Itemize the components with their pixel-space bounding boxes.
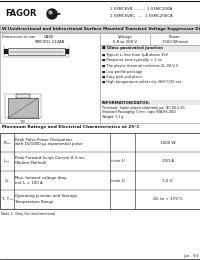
Text: INFORMATION/DATOS:: INFORMATION/DATOS: xyxy=(102,101,151,105)
Text: Jun - 93: Jun - 93 xyxy=(183,254,198,258)
Text: (note 1): (note 1) xyxy=(111,179,125,183)
Bar xyxy=(0,133,200,209)
Text: Operating Junction and Storage: Operating Junction and Storage xyxy=(15,194,77,198)
Bar xyxy=(0,33,200,123)
Text: 1500 W: 1500 W xyxy=(160,140,175,145)
Bar xyxy=(4,49,8,54)
Text: Iₚₚₖ: Iₚₚₖ xyxy=(4,159,10,164)
Text: 1.5SMC6V8C  ....  1.5SMC200CA: 1.5SMC6V8C .... 1.5SMC200CA xyxy=(110,14,173,18)
Text: 7.00: 7.00 xyxy=(20,120,26,124)
Text: ■ Response time typically < 1 ns: ■ Response time typically < 1 ns xyxy=(102,58,162,62)
Text: mit Iₑ = 100 A: mit Iₑ = 100 A xyxy=(15,180,43,185)
Text: ■ High temperature solder dip 260°C/10 sec.: ■ High temperature solder dip 260°C/10 s… xyxy=(102,81,183,84)
Text: Maximum Ratings and Electrical Characteristics at 25°C: Maximum Ratings and Electrical Character… xyxy=(2,125,140,129)
Text: -65 to + 175°C: -65 to + 175°C xyxy=(152,198,183,202)
Text: Pₚₚₖ: Pₚₚₖ xyxy=(3,140,11,145)
Text: Vₑ: Vₑ xyxy=(5,179,9,183)
Text: Temperature Range: Temperature Range xyxy=(15,199,53,204)
Text: Tⱼ, Tₛₜₛ: Tⱼ, Tₛₜₛ xyxy=(1,198,13,202)
Text: Terminals: Solder plated solderable per IEC 68-2-20: Terminals: Solder plated solderable per … xyxy=(102,106,185,110)
Text: ■ Low profile package: ■ Low profile package xyxy=(102,69,142,74)
Text: Note 1: Only for Unidirectional: Note 1: Only for Unidirectional xyxy=(1,212,55,216)
Text: ■ Typical Iₘ less than 1μA above 10V: ■ Typical Iₘ less than 1μA above 10V xyxy=(102,53,168,57)
Text: Voltage
6.8 to 200 V: Voltage 6.8 to 200 V xyxy=(113,35,137,44)
Bar xyxy=(100,100,200,105)
Text: 1500 W Unidirectional and bidirectional Surface Mounted Transient Voltage Suppre: 1500 W Unidirectional and bidirectional … xyxy=(0,27,200,31)
Circle shape xyxy=(49,11,52,14)
Text: Power
1500 W(max): Power 1500 W(max) xyxy=(162,35,188,44)
Bar xyxy=(65,49,69,54)
Bar xyxy=(0,25,200,33)
Text: Dimensions in mm.: Dimensions in mm. xyxy=(2,35,36,39)
Text: Peak Forward Surge Current 8.3 ms.: Peak Forward Surge Current 8.3 ms. xyxy=(15,157,86,160)
Text: Weight: 1.1 g.: Weight: 1.1 g. xyxy=(102,115,124,119)
Text: ■ Easy pick and place: ■ Easy pick and place xyxy=(102,75,142,79)
Bar xyxy=(16,94,30,98)
Text: 200 A: 200 A xyxy=(162,159,174,164)
Text: Max. forward voltage drop: Max. forward voltage drop xyxy=(15,176,67,179)
Text: 3.5 V: 3.5 V xyxy=(162,179,173,183)
Text: 1.5SMC6V8  ........  1.5SMC200A: 1.5SMC6V8 ........ 1.5SMC200A xyxy=(110,7,172,11)
Bar xyxy=(8,48,65,55)
Text: Standard Packaging: 5 mm. tape (EIA-RS-481): Standard Packaging: 5 mm. tape (EIA-RS-4… xyxy=(102,110,176,114)
Bar xyxy=(8,98,38,118)
Text: (Bolero Method): (Bolero Method) xyxy=(15,161,47,166)
Text: with 10/1000 μs exponential pulse: with 10/1000 μs exponential pulse xyxy=(15,142,83,146)
Bar xyxy=(100,45,200,52)
Text: CASE:
SMC/DO-214AB: CASE: SMC/DO-214AB xyxy=(35,35,65,44)
Text: FAGOR: FAGOR xyxy=(5,10,36,18)
Circle shape xyxy=(47,9,57,19)
Text: ■ Glass passivated junction: ■ Glass passivated junction xyxy=(102,46,163,50)
Text: ■ The plastic material conforms UL-94 V-0: ■ The plastic material conforms UL-94 V-… xyxy=(102,64,178,68)
Text: Peak Pulse Power Dissipation: Peak Pulse Power Dissipation xyxy=(15,138,72,141)
Text: (note 1): (note 1) xyxy=(111,159,125,164)
